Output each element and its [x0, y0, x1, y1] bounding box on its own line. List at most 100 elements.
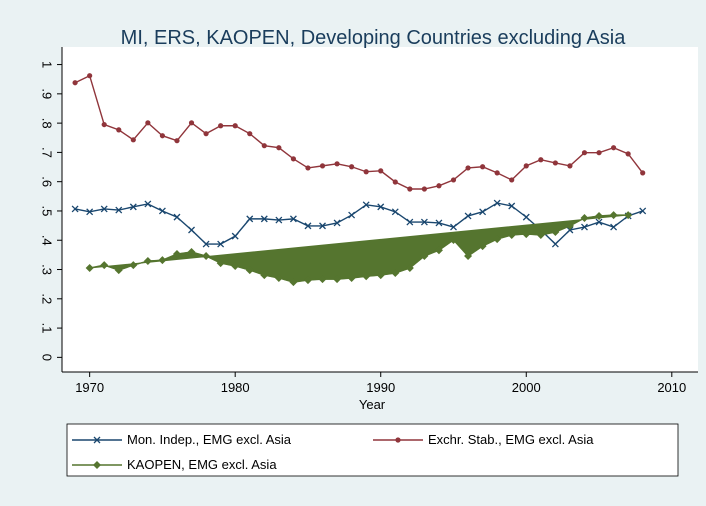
- data-point: [231, 262, 240, 271]
- data-point: [421, 186, 427, 192]
- data-point: [522, 213, 530, 221]
- data-point: [260, 271, 269, 280]
- data-point: [319, 163, 326, 169]
- data-point: [85, 264, 94, 273]
- data-point: [158, 207, 166, 215]
- data-point: [508, 202, 516, 210]
- data-point: [551, 240, 559, 248]
- data-point: [595, 211, 604, 220]
- data-point: [145, 120, 151, 126]
- data-point: [87, 73, 93, 79]
- series-line: [74, 202, 643, 246]
- data-point: [260, 215, 268, 223]
- y-tick-label: .5: [40, 206, 55, 217]
- legend: [66, 423, 679, 477]
- data-point: [71, 205, 79, 213]
- data-point: [245, 266, 254, 275]
- data-point: [159, 133, 166, 139]
- data-point: [101, 121, 107, 128]
- data-point: [333, 219, 341, 227]
- data-point: [72, 80, 78, 86]
- y-tick-label: .6: [40, 176, 55, 187]
- data-point: [581, 150, 588, 156]
- data-point: [187, 247, 196, 256]
- legend-marker: [395, 437, 401, 443]
- plot-area: [62, 47, 698, 372]
- data-point: [376, 271, 385, 280]
- data-point: [348, 211, 356, 219]
- legend-label: Exchr. Stab., EMG excl. Asia: [428, 432, 594, 447]
- data-point: [158, 256, 167, 265]
- data-point: [218, 123, 224, 129]
- data-point: [305, 165, 311, 171]
- data-point: [144, 200, 152, 208]
- legend-marker: [93, 436, 101, 444]
- data-point: [116, 127, 122, 133]
- data-point: [275, 216, 283, 224]
- data-point: [551, 228, 560, 237]
- data-point: [318, 275, 327, 284]
- data-point: [143, 257, 152, 266]
- data-point: [567, 163, 573, 169]
- data-point: [450, 223, 457, 231]
- data-point: [217, 240, 225, 248]
- data-point: [420, 218, 428, 226]
- data-point: [625, 151, 631, 157]
- data-point: [493, 199, 501, 207]
- data-point: [276, 145, 282, 151]
- data-point: [609, 211, 618, 220]
- data-point: [289, 215, 297, 223]
- data-point: [303, 276, 312, 285]
- data-point: [130, 137, 136, 143]
- data-point: [610, 145, 617, 151]
- data-point: [304, 222, 312, 230]
- data-point: [349, 164, 355, 170]
- data-point: [523, 163, 529, 169]
- data-point: [289, 278, 298, 287]
- data-point: [465, 165, 471, 171]
- x-tick-label: 2010: [657, 380, 686, 395]
- data-point: [114, 266, 123, 275]
- data-point: [565, 221, 574, 230]
- data-point: [115, 206, 123, 214]
- data-point: [246, 215, 254, 223]
- data-point: [378, 168, 384, 174]
- data-point: [640, 170, 646, 176]
- x-tick-label: 1990: [366, 380, 395, 395]
- data-point: [449, 235, 458, 244]
- data-point: [639, 207, 647, 215]
- data-point: [478, 242, 487, 251]
- x-tick-label: 2000: [512, 380, 541, 395]
- data-point: [377, 203, 385, 211]
- y-tick-label: .4: [40, 235, 55, 246]
- data-point: [188, 120, 195, 126]
- data-point: [319, 222, 326, 230]
- data-point: [202, 252, 211, 261]
- data-point: [362, 272, 371, 281]
- data-point: [581, 223, 588, 231]
- data-point: [391, 269, 400, 278]
- data-point: [172, 250, 181, 259]
- data-point: [538, 157, 544, 163]
- y-tick-label: .1: [40, 323, 55, 334]
- data-point: [405, 264, 414, 273]
- series-line: [74, 74, 644, 190]
- data-point: [391, 208, 399, 216]
- data-point: [392, 179, 398, 185]
- data-point: [480, 164, 486, 170]
- data-point: [333, 275, 342, 284]
- data-point: [407, 186, 413, 192]
- legend-marker: [93, 461, 101, 469]
- data-point: [261, 143, 267, 149]
- data-point: [479, 208, 487, 216]
- data-point: [464, 252, 473, 261]
- y-tick-label: .8: [40, 118, 55, 129]
- data-point: [522, 230, 531, 239]
- data-point: [566, 226, 574, 234]
- data-point: [203, 131, 209, 137]
- y-tick-label: .9: [40, 88, 55, 99]
- y-tick-label: .7: [40, 147, 55, 158]
- data-point: [406, 218, 414, 226]
- y-tick-label: 0: [40, 354, 55, 361]
